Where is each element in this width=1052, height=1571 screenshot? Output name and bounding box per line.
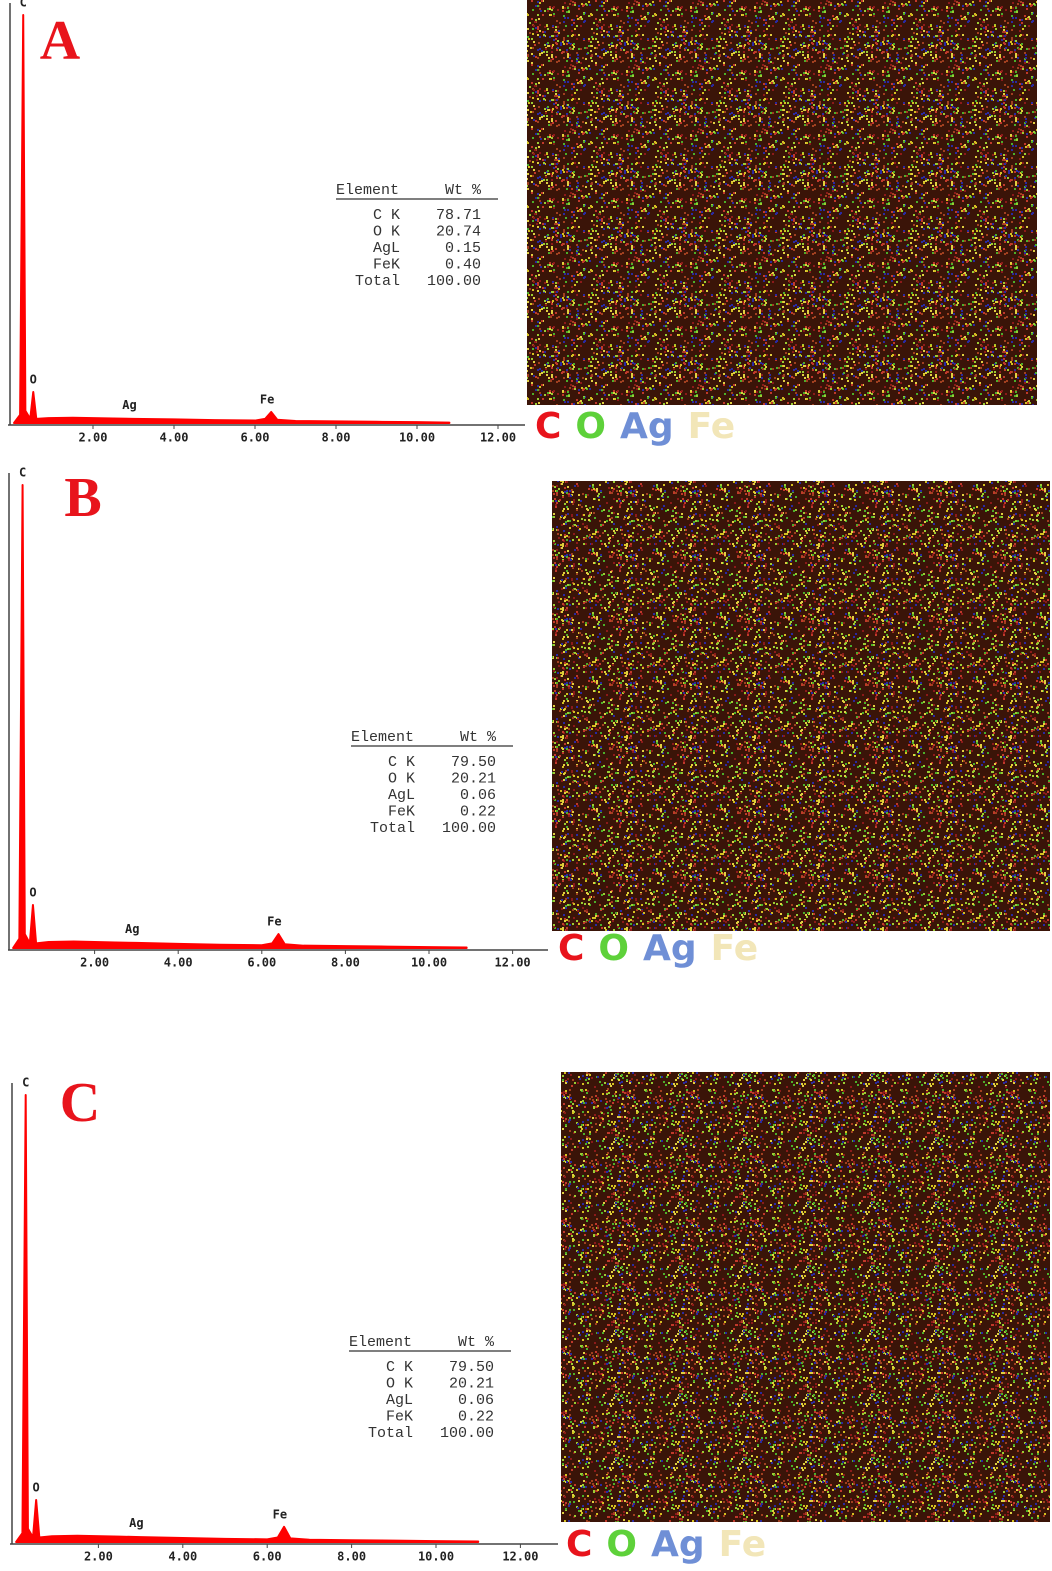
x-tick-label: 2.00	[84, 1550, 113, 1564]
table-cell: Total	[368, 1425, 413, 1442]
spectrum	[15, 1094, 480, 1543]
table-cell: FeK	[388, 803, 415, 820]
x-tick-label: 2.00	[79, 431, 108, 445]
table-cell: 79.50	[449, 1359, 494, 1376]
x-tick-label: 2.00	[80, 956, 109, 970]
x-tick-label: 4.00	[168, 1550, 197, 1564]
map-legend: Fe	[711, 928, 759, 969]
map-legend: O	[606, 1524, 637, 1565]
x-tick-label: 8.00	[337, 1550, 366, 1564]
table-header: Wt %	[445, 182, 482, 199]
x-tick-label: 12.00	[502, 1550, 538, 1564]
map-legend: O	[575, 406, 606, 447]
table-cell: 78.71	[436, 207, 481, 224]
peak-label: O	[29, 885, 36, 899]
table-cell: 100.00	[440, 1425, 494, 1442]
table-header: Element	[351, 729, 414, 746]
table-header: Wt %	[460, 729, 497, 746]
map-legend: C	[558, 928, 584, 969]
map-legend: Ag	[643, 928, 697, 969]
table-cell: 0.22	[460, 803, 496, 820]
table-cell: C K	[388, 754, 415, 771]
x-tick-label: 4.00	[164, 956, 193, 970]
table-cell: O K	[388, 770, 415, 787]
x-tick-label: 6.00	[253, 1550, 282, 1564]
panel-letter: A	[40, 10, 81, 72]
peak-label: C	[20, 0, 27, 10]
table-header: Wt %	[458, 1334, 495, 1351]
map-legend: C	[566, 1524, 592, 1565]
element-map	[527, 0, 1037, 405]
x-tick-label: 6.00	[241, 431, 270, 445]
map-legend: Fe	[688, 406, 736, 447]
table-cell: 0.22	[458, 1408, 494, 1425]
table-header: Element	[336, 182, 399, 199]
table-cell: AgL	[386, 1392, 413, 1409]
element-map	[552, 481, 1050, 931]
table-cell: C K	[373, 207, 400, 224]
table-cell: C K	[386, 1359, 413, 1376]
map-legend: Ag	[651, 1524, 705, 1565]
spectrum	[13, 14, 451, 424]
table-cell: FeK	[373, 256, 400, 273]
map-legend: Ag	[620, 406, 674, 447]
table-cell: AgL	[388, 787, 415, 804]
map-legend: O	[598, 928, 629, 969]
peak-label: Ag	[129, 1516, 143, 1530]
table-cell: 100.00	[442, 820, 496, 837]
peak-label: C	[19, 466, 26, 480]
element-map	[561, 1072, 1050, 1522]
table-cell: 0.40	[445, 256, 481, 273]
table-cell: FeK	[386, 1408, 413, 1425]
table-cell: Total	[355, 273, 400, 290]
map-legend: Fe	[719, 1524, 767, 1565]
table-cell: AgL	[373, 240, 400, 257]
x-tick-label: 8.00	[322, 431, 351, 445]
panel-letter: C	[60, 1072, 100, 1134]
peak-label: O	[33, 1480, 40, 1494]
table-cell: 100.00	[427, 273, 481, 290]
x-tick-label: 12.00	[480, 431, 516, 445]
x-tick-label: 12.00	[495, 956, 531, 970]
x-tick-label: 8.00	[331, 956, 360, 970]
table-cell: Total	[370, 820, 415, 837]
table-cell: 79.50	[451, 754, 496, 771]
peak-label: C	[22, 1076, 29, 1090]
peak-label: Fe	[260, 392, 274, 406]
table-cell: 0.06	[460, 787, 496, 804]
table-cell: 20.21	[451, 770, 496, 787]
map-legend: C	[535, 406, 561, 447]
peak-label: Fe	[267, 915, 281, 929]
x-tick-label: 10.00	[418, 1550, 454, 1564]
panel-letter: B	[64, 467, 101, 529]
x-tick-label: 10.00	[411, 956, 447, 970]
peak-label: Ag	[122, 398, 136, 412]
table-cell: 20.74	[436, 223, 481, 240]
table-cell: O K	[386, 1375, 413, 1392]
table-cell: 0.15	[445, 240, 481, 257]
x-tick-label: 6.00	[247, 956, 276, 970]
table-cell: 20.21	[449, 1375, 494, 1392]
peak-label: Fe	[273, 1507, 287, 1521]
peak-label: Ag	[125, 922, 139, 936]
table-cell: O K	[373, 223, 400, 240]
table-header: Element	[349, 1334, 412, 1351]
x-tick-label: 4.00	[160, 431, 189, 445]
spectrum	[12, 484, 468, 949]
table-cell: 0.06	[458, 1392, 494, 1409]
x-tick-label: 10.00	[399, 431, 435, 445]
peak-label: O	[30, 372, 37, 386]
